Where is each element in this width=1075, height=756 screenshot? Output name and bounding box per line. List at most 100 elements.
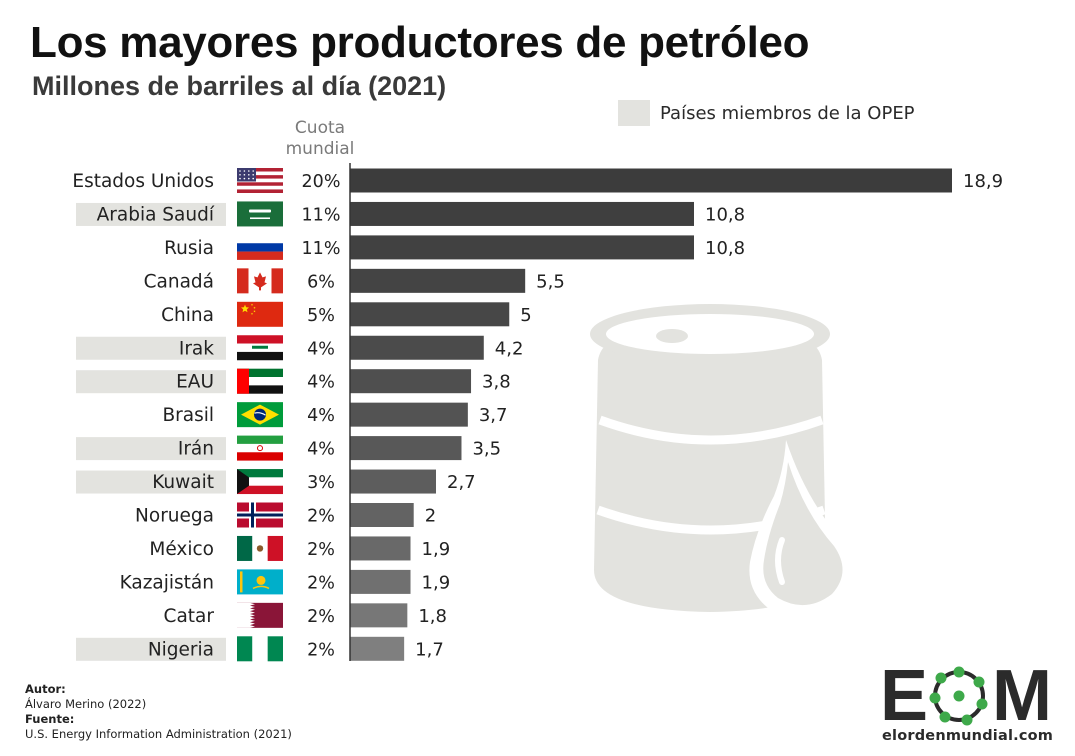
share-header-line-1: Cuota [294, 118, 346, 138]
value-label-china: 5 [520, 305, 531, 326]
bar-catar [350, 603, 408, 628]
logo-mark: E M [880, 656, 1052, 736]
share-label-brasil: 4% [307, 406, 335, 426]
country-label-arabia-saudi: Arabia Saudí [97, 204, 215, 225]
sa-flag-icon [237, 201, 283, 227]
source-key: Fuente: [25, 712, 75, 726]
bar-kazajistan [350, 569, 411, 594]
cn-flag-icon [237, 301, 283, 327]
bar-canada [350, 268, 526, 293]
value-label-kuwait: 2,7 [447, 472, 476, 493]
chart-subtitle: Millones de barriles al día (2021) [32, 71, 447, 101]
bar-mexico [350, 536, 411, 561]
logo-letter-m: M [992, 656, 1052, 736]
country-label-catar: Catar [164, 606, 215, 627]
country-label-mexico: México [149, 539, 214, 560]
share-label-iran: 4% [307, 440, 335, 460]
bar-noruega [350, 503, 414, 527]
value-label-noruega: 2 [425, 506, 436, 527]
bar-rusia [350, 235, 694, 260]
opec-highlight-irak [76, 336, 226, 360]
bar-irak [350, 335, 484, 360]
footer: Autor: Álvaro Merino (2022) Fuente: U.S.… [25, 682, 292, 742]
value-label-eau: 3,8 [482, 372, 511, 393]
share-label-kazajistan: 2% [307, 573, 335, 593]
share-label-mexico: 2% [307, 540, 335, 560]
bar-eau [350, 369, 472, 394]
share-label-canada: 6% [307, 272, 335, 292]
country-label-noruega: Noruega [135, 506, 214, 527]
country-label-irak: Irak [179, 338, 214, 359]
bar-brasil [350, 402, 468, 427]
share-label-catar: 2% [307, 607, 335, 627]
opec-highlight-eau [76, 370, 226, 394]
share-label-irak: 4% [307, 339, 335, 359]
iq-flag-icon [237, 335, 283, 361]
country-label-canada: Canadá [144, 271, 214, 292]
opec-highlight-kuwait [76, 470, 226, 494]
source-text: U.S. Energy Information Administration (… [25, 727, 292, 741]
bar-estados-unidos [350, 168, 952, 193]
author-text: Álvaro Merino (2022) [25, 697, 147, 711]
share-label-china: 5% [307, 306, 335, 326]
country-label-china: China [161, 305, 214, 326]
value-label-irak: 4,2 [495, 338, 524, 359]
eom-logo[interactable]: E M elordenmundial.com [880, 656, 1054, 744]
br-flag-icon [237, 402, 283, 428]
bar-iran [350, 436, 462, 461]
country-label-kazajistan: Kazajistán [120, 572, 214, 593]
share-header-line-2: mundial [285, 139, 355, 159]
opec-highlight-nigeria [76, 637, 226, 661]
no-flag-icon [237, 502, 283, 528]
value-label-catar: 1,8 [418, 606, 447, 627]
logo-site-url: elordenmundial.com [882, 728, 1054, 744]
value-label-rusia: 10,8 [705, 238, 745, 259]
value-label-brasil: 3,7 [479, 405, 508, 426]
country-label-kuwait: Kuwait [152, 472, 214, 493]
country-label-brasil: Brasil [162, 405, 214, 426]
opec-highlight-iran [76, 437, 226, 461]
share-column-header: Cuota mundial [272, 118, 368, 160]
bar-arabia-saudi [350, 201, 694, 226]
chart-title: Los mayores productores de petróleo [30, 18, 810, 67]
opec-highlight-arabia-saudi [76, 202, 226, 226]
share-label-kuwait: 3% [307, 473, 335, 493]
mx-flag-icon [237, 535, 283, 561]
share-label-arabia-saudi: 11% [302, 205, 341, 225]
ru-flag-icon [237, 234, 283, 260]
value-label-iran: 3,5 [472, 439, 501, 460]
country-label-rusia: Rusia [164, 238, 214, 259]
share-label-nigeria: 2% [307, 640, 335, 660]
country-label-eau: EAU [176, 372, 214, 393]
bar-kuwait [350, 469, 436, 494]
share-label-estados-unidos: 20% [302, 172, 341, 192]
share-label-eau: 4% [307, 373, 335, 393]
ae-flag-icon [237, 368, 283, 394]
legend-label-opec: Países miembros de la OPEP [660, 102, 915, 124]
kw-flag-icon [237, 469, 283, 495]
us-flag-icon [237, 168, 283, 193]
bar-china [350, 302, 510, 327]
country-label-iran: Irán [178, 439, 214, 460]
value-label-canada: 5,5 [536, 271, 565, 292]
ca-flag-icon [237, 268, 283, 294]
legend-swatch-opec [618, 100, 650, 126]
oil-barrel-illustration [590, 304, 854, 620]
bar-nigeria [350, 636, 405, 661]
kz-flag-icon [237, 569, 283, 595]
ir-flag-icon [237, 435, 283, 461]
share-label-rusia: 11% [302, 239, 341, 259]
author-key: Autor: [25, 682, 66, 696]
value-label-nigeria: 1,7 [415, 639, 444, 660]
share-label-noruega: 2% [307, 507, 335, 527]
value-label-kazajistan: 1,9 [422, 572, 451, 593]
logo-letter-e: E [880, 656, 928, 736]
globe-dots-icon [929, 666, 988, 726]
value-label-estados-unidos: 18,9 [963, 171, 1003, 192]
ng-flag-icon [237, 636, 283, 662]
country-label-nigeria: Nigeria [148, 639, 214, 660]
qa-flag-icon [237, 602, 283, 628]
legend: Países miembros de la OPEP [618, 100, 915, 126]
value-label-mexico: 1,9 [422, 539, 451, 560]
